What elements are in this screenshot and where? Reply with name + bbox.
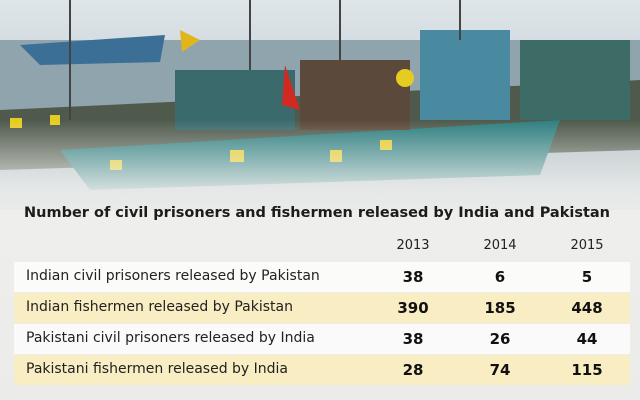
cell-value: 74 [489, 361, 511, 379]
cell-value: 6 [494, 268, 506, 286]
table-row: Pakistani civil prisoners released by In… [14, 324, 630, 354]
table-row: Indian civil prisoners released by Pakis… [14, 262, 630, 292]
year-label: 2015 [570, 238, 604, 253]
year-label: 2013 [396, 238, 430, 253]
row-label: Indian fishermen released by Pakistan [26, 299, 293, 315]
cell-value: 115 [571, 361, 603, 379]
cell-value: 5 [581, 268, 593, 286]
cell-value: 28 [402, 361, 424, 379]
year-label: 2014 [483, 238, 517, 253]
cell-value: 26 [489, 330, 511, 348]
cell-value: 185 [484, 299, 516, 317]
table-row: Pakistani fishermen released by India 28 7… [14, 355, 630, 385]
cell-value: 448 [571, 299, 603, 317]
table-title: Number of civil prisoners and fishermen … [24, 205, 611, 221]
table-row: Indian fishermen released by Pakistan 390… [14, 293, 630, 323]
cell-value: 38 [402, 330, 424, 348]
row-label: Pakistani fishermen released by India [26, 361, 289, 377]
row-label: Indian civil prisoners released by Pakis… [26, 268, 320, 284]
row-label: Pakistani civil prisoners released by In… [26, 330, 315, 346]
cell-value: 38 [402, 268, 424, 286]
cell-value: 44 [576, 330, 598, 348]
year-header: 2013 2014 2015 [0, 238, 640, 258]
cell-value: 390 [397, 299, 429, 317]
